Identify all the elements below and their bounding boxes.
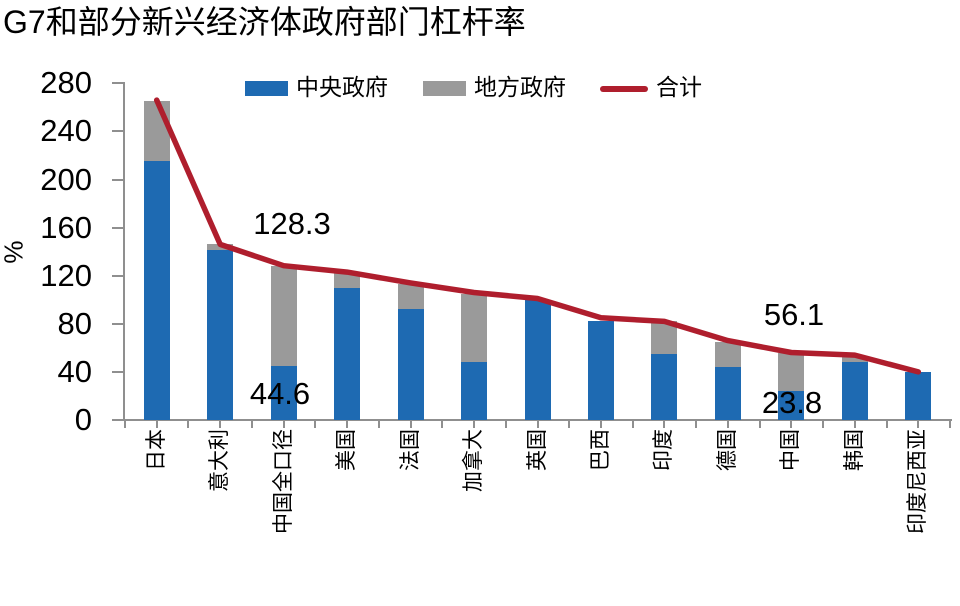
x-axis-tick [124, 421, 126, 428]
x-axis-tick [599, 421, 602, 428]
x-axis-category-label-7: 英国 [525, 429, 549, 471]
x-axis-tick [822, 421, 825, 428]
bar-local-gov-9 [651, 321, 678, 354]
x-axis-tick [250, 421, 253, 428]
y-axis-line [123, 82, 125, 421]
bar-local-gov-6 [461, 293, 488, 363]
x-axis-tick [377, 421, 380, 428]
x-axis-tick [631, 421, 634, 428]
legend-label-local-gov: 地方政府 [474, 74, 566, 100]
x-axis-tick [885, 421, 888, 428]
bar-local-gov-5 [397, 284, 424, 310]
bar-local-gov-12 [841, 356, 868, 363]
x-axis-tick [409, 421, 412, 428]
x-axis-tick [853, 421, 856, 428]
y-axis-tick [112, 274, 123, 277]
legend-swatch-central-gov [245, 81, 288, 96]
x-axis-tick [726, 421, 729, 428]
y-axis-tick-label: 280 [40, 65, 92, 101]
legend-label-total: 合计 [656, 74, 702, 100]
x-axis-tick [282, 421, 285, 428]
x-axis-tick [155, 421, 158, 428]
x-axis-tick [314, 421, 317, 428]
y-axis-tick-label: 240 [40, 113, 92, 149]
data-label-1: 128.3 [253, 206, 331, 241]
bar-central-gov-10 [714, 367, 741, 420]
y-axis-tick-label: 200 [40, 161, 92, 197]
bar-central-gov-2 [207, 250, 234, 420]
y-axis-tick [112, 370, 123, 373]
x-axis-tick [473, 421, 476, 428]
x-axis-category-label-12: 韩国 [842, 429, 866, 471]
bar-central-gov-6 [461, 362, 488, 420]
bar-central-gov-11 [778, 391, 805, 420]
x-axis-category-label-2: 意大利 [208, 429, 232, 492]
x-axis-category-label-13: 印度尼西亚 [906, 429, 930, 534]
x-axis-tick [504, 421, 507, 428]
x-axis-category-label-1: 日本 [144, 429, 168, 471]
bar-central-gov-4 [334, 287, 361, 420]
x-axis-category-label-5: 法国 [398, 429, 422, 471]
y-axis-tick-label: 160 [40, 209, 92, 245]
chart-title: G7和部分新兴经济体政府部门杠杆率 [3, 4, 526, 40]
x-axis-category-label-8: 巴西 [588, 429, 612, 471]
y-axis-unit-label: % [0, 240, 29, 264]
x-axis-tick [695, 421, 698, 428]
x-axis-tick [917, 421, 920, 428]
x-axis-tick [568, 421, 571, 428]
x-axis-tick [187, 421, 190, 428]
x-axis-category-label-11: 中国 [779, 429, 803, 471]
x-axis-line [112, 419, 952, 421]
bar-central-gov-3 [270, 366, 297, 420]
x-axis-tick [663, 421, 666, 428]
bar-local-gov-2 [207, 244, 234, 251]
y-axis-tick-label: 40 [57, 353, 92, 389]
y-axis-tick-label: 80 [57, 305, 92, 341]
bar-central-gov-5 [397, 309, 424, 420]
legend-swatch-local-gov [423, 81, 466, 96]
y-axis-tick [112, 178, 123, 181]
y-axis-tick [112, 226, 123, 229]
y-axis-tick-label: 120 [40, 257, 92, 293]
bar-local-gov-4 [334, 272, 361, 288]
y-axis-tick-label: 0 [74, 402, 92, 437]
data-label-2: 44.6 [249, 376, 311, 411]
x-axis-tick [219, 421, 222, 428]
y-axis-tick [112, 82, 123, 85]
x-axis-category-label-4: 美国 [335, 429, 359, 471]
x-axis-tick [536, 421, 539, 428]
legend-line-total [600, 86, 648, 92]
x-axis-tick [441, 421, 444, 428]
bar-central-gov-1 [143, 161, 170, 420]
bar-central-gov-7 [524, 299, 551, 420]
x-axis-tick [790, 421, 793, 428]
x-axis-tick [949, 421, 951, 428]
y-axis-tick [112, 419, 123, 421]
x-axis-category-label-3: 中国全口径 [271, 429, 295, 534]
y-axis-tick [112, 130, 123, 133]
bar-central-gov-8 [587, 321, 614, 420]
x-axis-category-label-10: 德国 [715, 429, 739, 471]
x-axis-tick [346, 421, 349, 428]
bar-central-gov-12 [841, 362, 868, 420]
bar-central-gov-13 [905, 371, 932, 420]
legend-label-central-gov: 中央政府 [296, 74, 388, 100]
bar-local-gov-1 [143, 101, 170, 162]
x-axis-category-label-6: 加拿大 [462, 429, 486, 492]
y-axis-tick [112, 322, 123, 325]
data-label-3: 56.1 [763, 297, 825, 332]
x-axis-category-label-9: 印度 [652, 429, 676, 471]
bar-local-gov-10 [714, 341, 741, 368]
x-axis-tick [758, 421, 761, 428]
bar-central-gov-9 [651, 353, 678, 420]
bar-local-gov-3 [270, 265, 297, 367]
data-label-4: 23.8 [761, 385, 823, 420]
